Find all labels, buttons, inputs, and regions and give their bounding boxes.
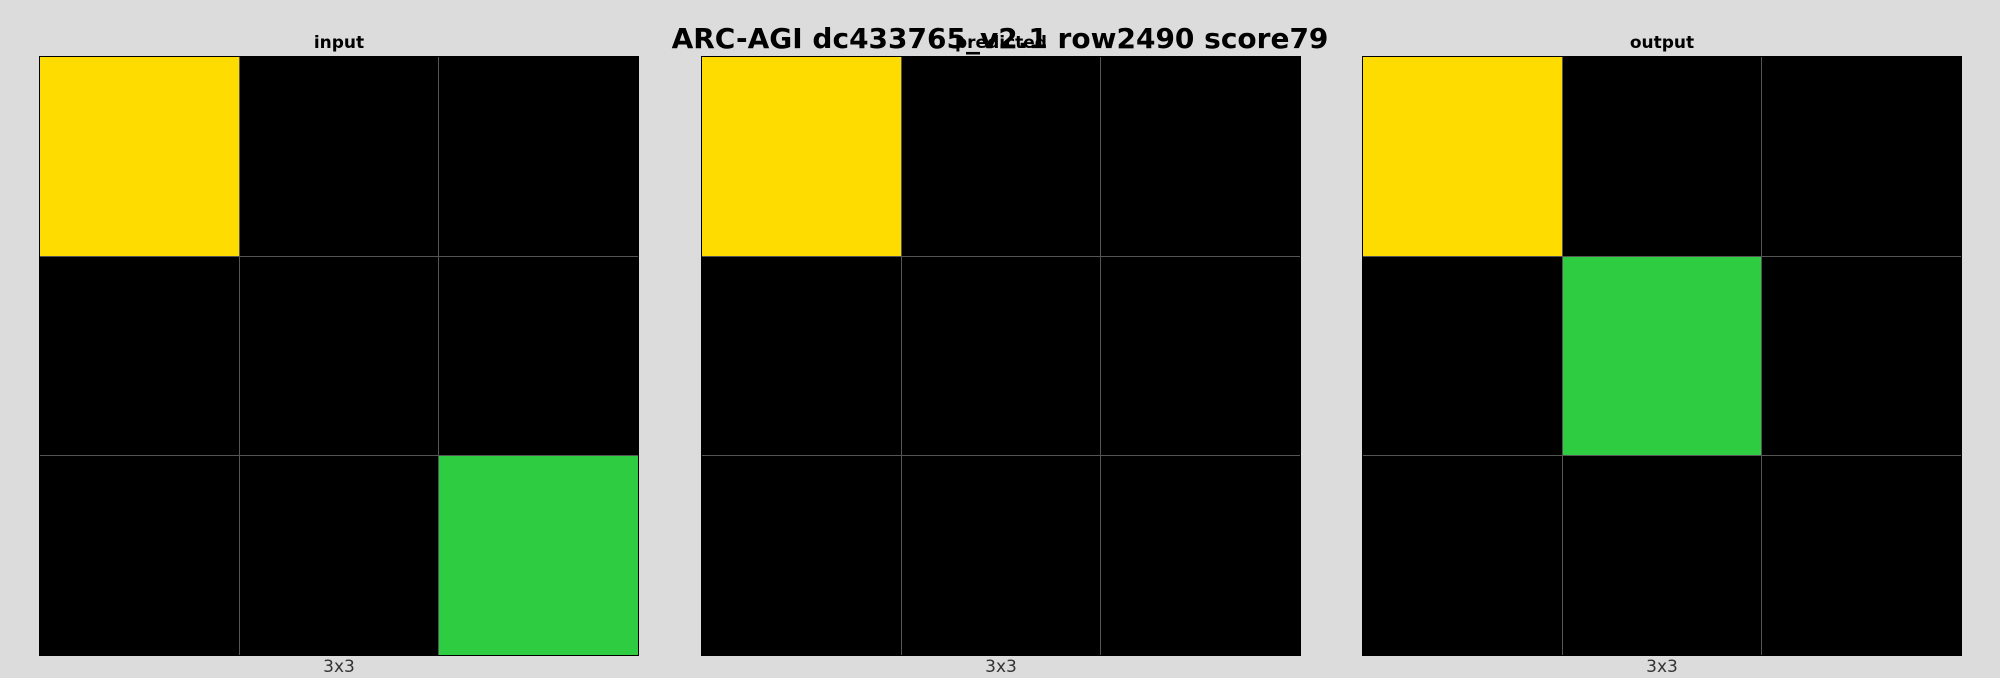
grid-cell: [1562, 456, 1762, 655]
grid-cell: [439, 57, 638, 256]
grid-cell: [40, 256, 239, 456]
predicted-size-label: 3x3: [985, 657, 1017, 677]
input-panel: input 3x3: [39, 30, 639, 678]
grid-cell: [1101, 256, 1300, 456]
output-panel-title: output: [1629, 33, 1695, 53]
input-grid: [39, 56, 639, 656]
grid-cell: [1363, 57, 1562, 256]
grid-cell: [1562, 57, 1762, 256]
grid-cell: [1562, 256, 1762, 456]
grid-cell: [1762, 456, 1961, 655]
grid-cell: [702, 256, 901, 456]
predicted-grid: [701, 56, 1301, 656]
grid-cell: [702, 456, 901, 655]
output-panel: output 3x3: [1362, 30, 1962, 678]
grid-cell: [1101, 57, 1300, 256]
grid-cell: [439, 456, 638, 655]
grid-cell: [901, 256, 1101, 456]
grid-cell: [901, 57, 1101, 256]
grid-cell: [439, 256, 638, 456]
figure-title: ARC-AGI dc433765_v2.1 row2490 score79: [671, 22, 1329, 55]
input-panel-title: input: [313, 33, 365, 53]
output-size-label: 3x3: [1646, 657, 1678, 677]
grid-cell: [702, 57, 901, 256]
grid-cell: [239, 256, 439, 456]
grid-cell: [1101, 456, 1300, 655]
grid-cell: [239, 57, 439, 256]
output-grid: [1362, 56, 1962, 656]
grid-cell: [901, 456, 1101, 655]
grid-cell: [40, 456, 239, 655]
input-size-label: 3x3: [323, 657, 355, 677]
grid-cell: [239, 456, 439, 655]
grid-cell: [40, 57, 239, 256]
grid-cell: [1363, 456, 1562, 655]
predicted-panel: predicted 3x3: [701, 30, 1301, 678]
grid-cell: [1762, 57, 1961, 256]
grid-cell: [1363, 256, 1562, 456]
grid-cell: [1762, 256, 1961, 456]
predicted-panel-title: predicted: [955, 33, 1047, 53]
